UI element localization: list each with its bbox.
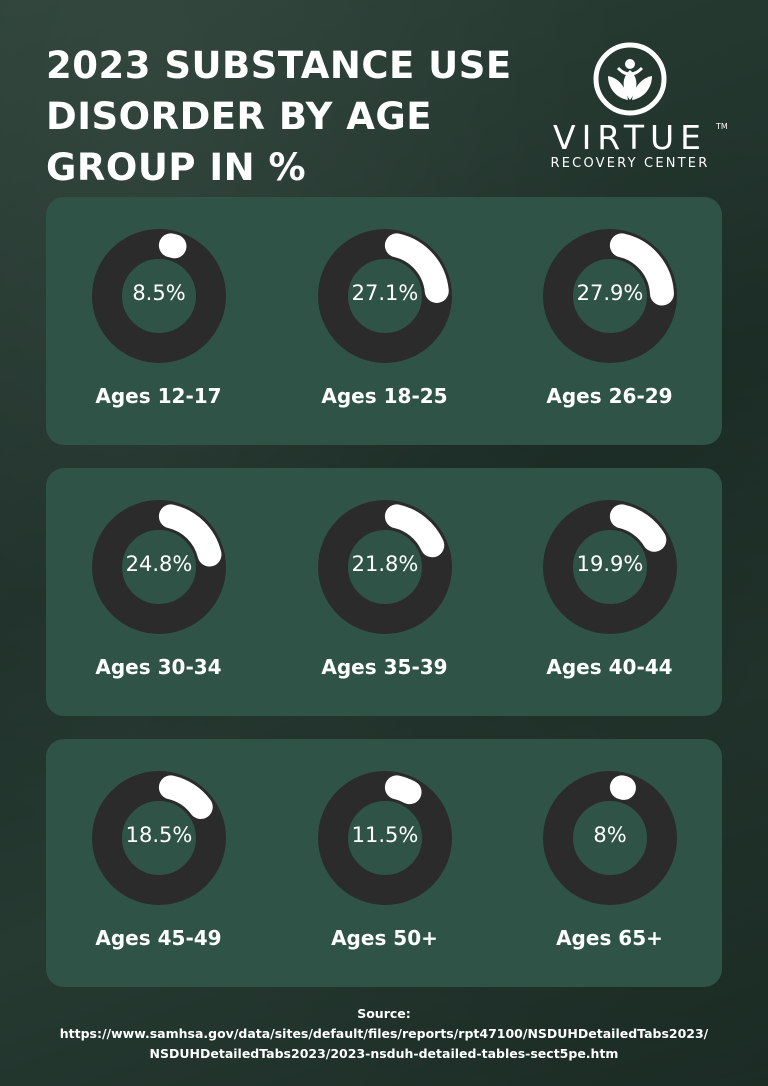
donut-chart	[318, 229, 452, 363]
age-group-card: 11.5% Ages 50+	[272, 739, 497, 987]
donut-chart	[543, 771, 677, 905]
donut-svg	[92, 229, 226, 363]
donut-value-arc	[321, 232, 449, 360]
age-group-card: 8.5% Ages 12-17	[46, 197, 271, 445]
donut-svg	[318, 229, 452, 363]
age-label: Ages 35-39	[321, 655, 448, 679]
age-group-card: 27.9% Ages 26-29	[497, 197, 722, 445]
donut-svg	[543, 500, 677, 634]
page-title: 2023 SUBSTANCE USE DISORDER BY AGE GROUP…	[46, 40, 546, 193]
age-label: Ages 40-44	[546, 655, 673, 679]
donut-svg	[92, 771, 226, 905]
age-label: Ages 18-25	[321, 384, 448, 408]
donut-chart	[543, 500, 677, 634]
age-label: Ages 26-29	[546, 384, 673, 408]
title-line: 2023 SUBSTANCE USE	[46, 44, 512, 87]
donut-value-arc	[95, 774, 223, 902]
lotus-person-icon	[593, 42, 667, 116]
percent-label: 24.8%	[125, 552, 193, 576]
donut-svg	[92, 500, 226, 634]
donut-chart	[92, 229, 226, 363]
chart-panel-row-3: 18.5% Ages 45-49 11.5% Ages 50+ 8% Ages …	[46, 739, 722, 987]
source-url-line: NSDUHDetailedTabs2023/2023-nsduh-detaile…	[149, 1046, 619, 1061]
chart-panel-row-1: 8.5% Ages 12-17 27.1% Ages 18-25 27.9% A…	[46, 197, 722, 445]
age-group-card: 18.5% Ages 45-49	[46, 739, 271, 987]
donut-svg	[543, 229, 677, 363]
donut-value-arc	[321, 774, 449, 902]
age-group-card: 24.8% Ages 30-34	[46, 468, 271, 716]
percent-label: 19.9%	[576, 552, 644, 576]
percent-label: 8.5%	[132, 281, 186, 305]
percent-label: 21.8%	[351, 552, 419, 576]
donut-value-arc	[546, 232, 674, 360]
donut-value-arc	[546, 774, 674, 902]
age-label: Ages 45-49	[95, 926, 222, 950]
donut-svg	[543, 771, 677, 905]
age-label: Ages 50+	[331, 926, 438, 950]
title-line: DISORDER BY AGE	[46, 95, 433, 138]
source-citation: Source: https://www.samhsa.gov/data/site…	[0, 1004, 768, 1064]
source-url-line: https://www.samhsa.gov/data/sites/defaul…	[59, 1026, 709, 1041]
donut-value-arc	[95, 232, 223, 360]
brand-subtitle: RECOVERY CENTER	[550, 156, 710, 171]
source-label: Source:	[357, 1006, 411, 1021]
donut-chart	[543, 229, 677, 363]
brand-name: VIRTUE	[553, 118, 707, 157]
title-line: GROUP IN %	[46, 146, 307, 189]
donut-chart	[92, 771, 226, 905]
percent-label: 27.1%	[351, 281, 419, 305]
brand-logo: VIRTUE TM RECOVERY CENTER	[530, 40, 730, 180]
age-group-card: 8% Ages 65+	[497, 739, 722, 987]
age-label: Ages 65+	[556, 926, 663, 950]
donut-value-arc	[321, 503, 449, 631]
donut-svg	[318, 771, 452, 905]
age-label: Ages 30-34	[95, 655, 222, 679]
donut-svg	[318, 500, 452, 634]
age-group-card: 21.8% Ages 35-39	[272, 468, 497, 716]
percent-label: 11.5%	[351, 823, 419, 847]
percent-label: 8%	[593, 823, 627, 847]
percent-label: 27.9%	[576, 281, 644, 305]
percent-label: 18.5%	[125, 823, 193, 847]
chart-panel-row-2: 24.8% Ages 30-34 21.8% Ages 35-39 19.9% …	[46, 468, 722, 716]
trademark-mark: TM	[716, 122, 728, 131]
age-label: Ages 12-17	[95, 384, 222, 408]
donut-value-arc	[546, 503, 674, 631]
donut-chart	[92, 500, 226, 634]
age-group-card: 19.9% Ages 40-44	[497, 468, 722, 716]
donut-chart	[318, 500, 452, 634]
donut-value-arc	[95, 503, 223, 631]
donut-chart	[318, 771, 452, 905]
age-group-card: 27.1% Ages 18-25	[272, 197, 497, 445]
